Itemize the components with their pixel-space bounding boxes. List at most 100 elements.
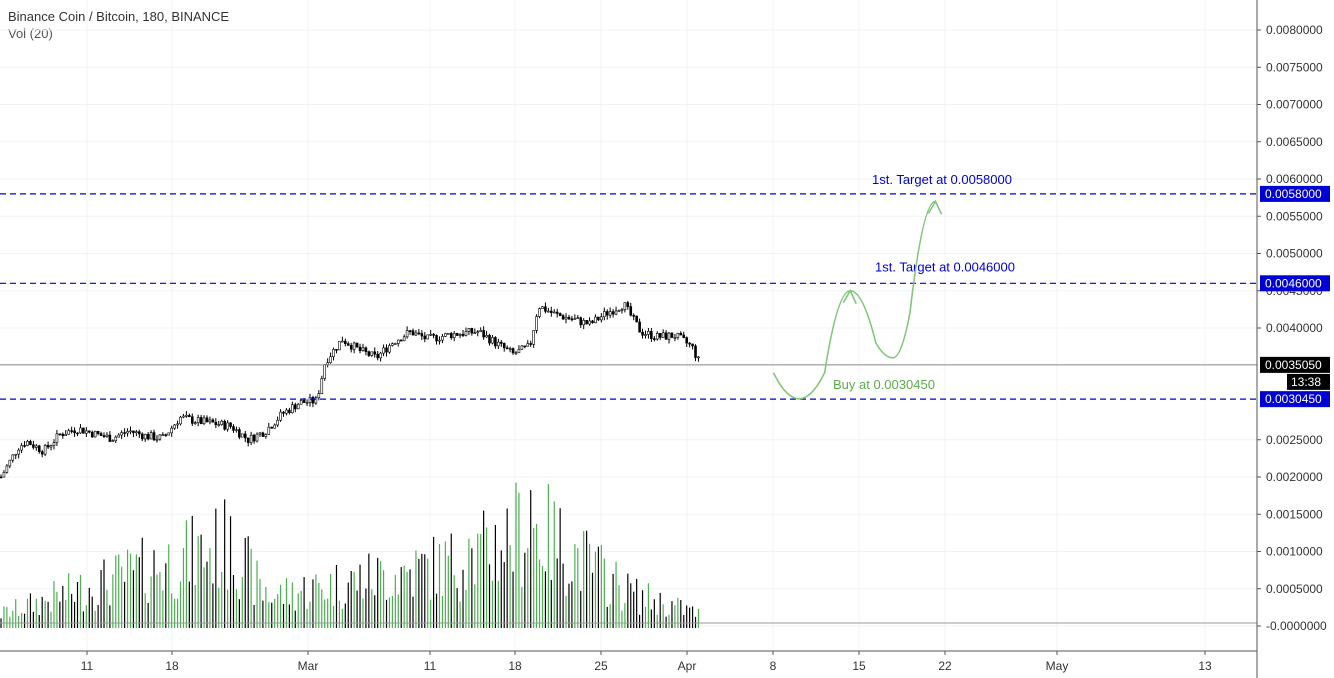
level-price-tag	[1260, 275, 1330, 292]
candle-body	[661, 332, 665, 338]
candle-body	[576, 317, 580, 320]
grid-lines	[0, 0, 1257, 651]
candle-body	[311, 397, 315, 404]
candle-body	[93, 430, 97, 438]
candle-body	[629, 306, 633, 316]
y-tick-label: 0.0010000	[1266, 545, 1323, 559]
candle-body	[32, 444, 35, 448]
x-tick-label: 25	[594, 659, 608, 673]
candle-body	[87, 430, 91, 433]
candle-body	[464, 331, 468, 336]
candle-body	[76, 432, 79, 435]
candle-body	[99, 433, 103, 436]
candle-body	[611, 311, 615, 315]
level-note[interactable]: Buy at 0.0030450	[833, 377, 935, 392]
candle-body	[338, 341, 341, 351]
candle-body	[623, 302, 627, 310]
horizontal-levels: 1st. Target at 0.0058000 1st. Target at 0…	[0, 172, 1257, 624]
candle-body	[329, 356, 332, 363]
candle-body	[441, 336, 444, 341]
candle-body	[11, 454, 15, 461]
candle-body	[249, 434, 253, 443]
candle-body	[155, 438, 159, 441]
candle-body	[349, 345, 353, 350]
candle-body	[320, 378, 324, 394]
candle-body	[352, 342, 356, 350]
y-tick-label: 0.0070000	[1266, 98, 1323, 112]
candle-body	[276, 419, 279, 426]
candle-body	[358, 346, 362, 351]
candle-body	[364, 347, 368, 352]
candle-body	[0, 476, 3, 479]
candle-body	[214, 421, 218, 426]
candle-body	[55, 433, 59, 443]
candle-body	[444, 333, 447, 337]
candle-body	[567, 316, 571, 320]
candle-body	[205, 417, 209, 423]
candle-body	[573, 318, 577, 320]
level-note[interactable]: 1st. Target at 0.0058000	[872, 172, 1012, 187]
candle-body	[82, 427, 85, 434]
level-price-tag-label: 0.0046000	[1265, 276, 1322, 290]
candle-body	[494, 337, 497, 347]
candle-body	[23, 445, 26, 447]
candle-body	[238, 429, 241, 438]
candle-body	[676, 332, 680, 338]
candle-body	[470, 328, 474, 334]
candle-body	[635, 315, 638, 323]
candle-body	[193, 422, 197, 424]
level-note[interactable]: 1st. Target at 0.0046000	[875, 259, 1015, 274]
candle-body	[370, 351, 374, 356]
level-price-tag-label: 0.0058000	[1265, 187, 1322, 201]
x-tick-label: 18	[165, 659, 179, 673]
candle-body	[617, 310, 621, 312]
candle-body	[641, 331, 644, 336]
candle-body	[111, 440, 115, 442]
candle-body	[332, 349, 335, 357]
candle-body	[391, 343, 394, 346]
x-tick-label: 11	[424, 659, 437, 673]
countdown-tag	[1287, 373, 1330, 390]
candle-body	[467, 328, 471, 332]
candle-body	[326, 362, 329, 365]
candle-body	[608, 311, 612, 316]
candle-body	[517, 349, 521, 354]
candle-body	[105, 434, 109, 437]
candle-body	[158, 434, 162, 440]
candle-body	[497, 341, 500, 347]
candle-body	[196, 417, 200, 423]
candle-body	[449, 333, 453, 339]
candle-body	[279, 411, 282, 421]
candle-body	[20, 445, 23, 451]
candle-body	[447, 333, 450, 335]
candle-body	[126, 431, 129, 434]
candle-body	[341, 340, 344, 343]
candle-body	[252, 434, 256, 442]
x-tick-label: 8	[770, 659, 777, 673]
candle-body	[14, 453, 18, 456]
candle-body	[314, 397, 318, 404]
candle-body	[414, 332, 418, 336]
x-tick-label: Mar	[298, 659, 319, 673]
candle-body	[547, 310, 550, 313]
candle-body	[679, 332, 683, 336]
candle-body	[423, 335, 427, 340]
candle-body	[52, 442, 56, 446]
candle-body	[188, 415, 191, 418]
candle-body	[438, 339, 441, 342]
projection-arrowhead	[927, 199, 943, 215]
candle-body	[220, 420, 224, 425]
candle-body	[61, 433, 65, 436]
candle-body	[435, 335, 438, 342]
candle-body	[605, 311, 609, 316]
candle-body	[697, 356, 700, 359]
candle-body	[488, 335, 491, 344]
candle-body	[373, 351, 377, 355]
candle-body	[5, 465, 9, 473]
candle-body	[694, 345, 697, 358]
y-tick-label: 0.0080000	[1266, 23, 1323, 37]
candle-body	[43, 445, 47, 455]
last-price-label: 0.0035050	[1265, 358, 1322, 372]
candle-body	[385, 347, 388, 353]
